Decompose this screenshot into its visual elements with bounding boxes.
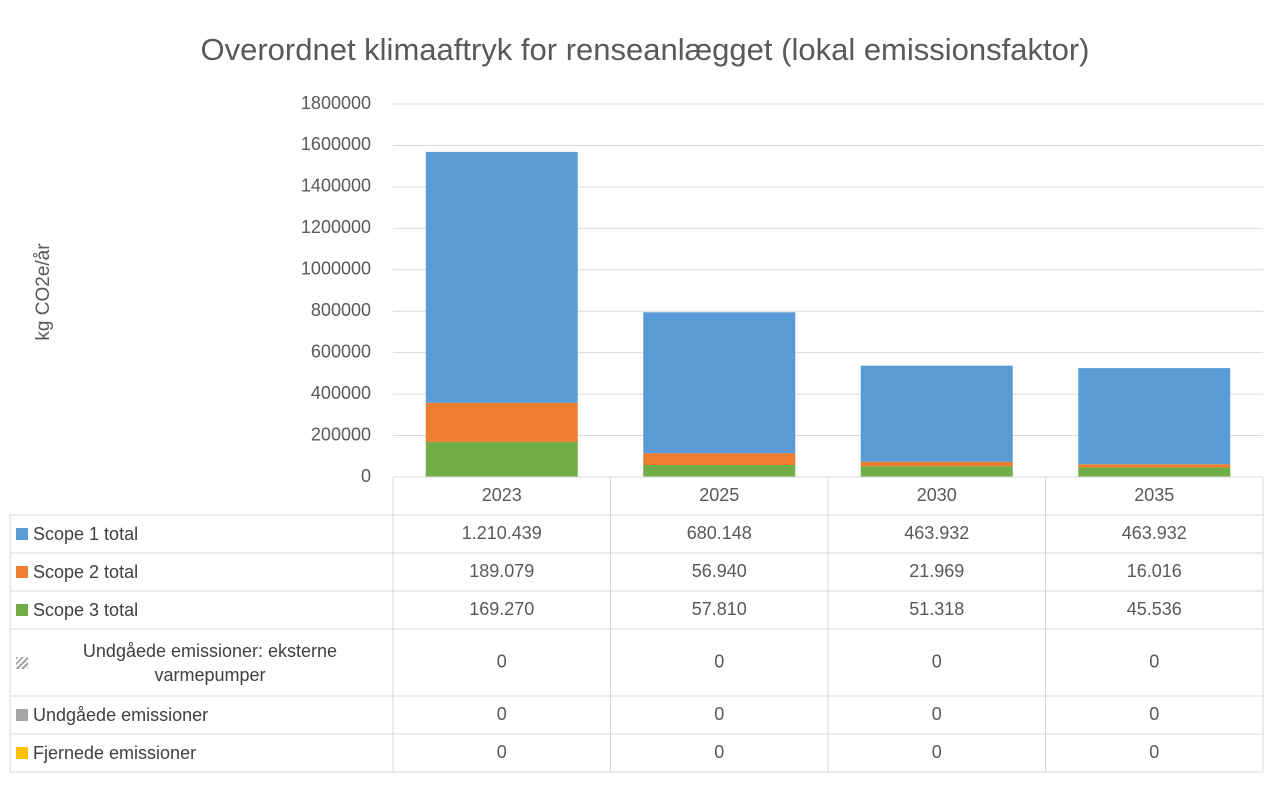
table-value: 463.932	[904, 523, 969, 543]
table-value: 0	[497, 742, 507, 762]
legend-swatch	[16, 528, 28, 540]
table-value: 57.810	[692, 599, 747, 619]
y-tick-label: 1400000	[301, 176, 371, 196]
bar-segment	[425, 151, 578, 403]
x-tick-label: 2025	[699, 485, 739, 505]
legend-cell: Undgåede emissioner: eksterne varmepumpe…	[16, 629, 387, 696]
legend-cell: Scope 1 total	[16, 515, 387, 553]
legend-swatch	[16, 566, 28, 578]
bar-segment	[425, 441, 578, 477]
table-value: 0	[714, 704, 724, 724]
table-value: 0	[497, 704, 507, 724]
y-tick-label: 1200000	[301, 217, 371, 237]
y-tick-label: 1800000	[301, 93, 371, 113]
legend-label: Fjernede emissioner	[33, 743, 197, 763]
bar-segment	[1078, 467, 1231, 477]
legend-cell: Undgåede emissioner	[16, 696, 387, 734]
legend-cell: Fjernede emissioner	[16, 734, 387, 772]
bar-segment	[1078, 368, 1231, 465]
table-value: 21.969	[909, 561, 964, 581]
bar-segment	[643, 453, 796, 466]
legend-entry: Scope 1 total	[16, 515, 387, 553]
bar-segment	[1078, 464, 1231, 468]
y-tick-label: 1600000	[301, 134, 371, 154]
legend-cell: Scope 2 total	[16, 553, 387, 591]
x-tick-label: 2035	[1134, 485, 1174, 505]
table-value: 0	[932, 651, 942, 671]
table-value: 56.940	[692, 561, 747, 581]
legend-label: Scope 2 total	[33, 562, 139, 582]
table-value: 0	[714, 651, 724, 671]
table-value: 16.016	[1127, 561, 1182, 581]
bar-segment	[425, 402, 578, 442]
legend-swatch	[16, 747, 28, 759]
table-value: 0	[1149, 651, 1159, 671]
table-value: 0	[932, 742, 942, 762]
table-value: 169.270	[469, 599, 534, 619]
table-value: 189.079	[469, 561, 534, 581]
legend-swatch	[16, 604, 28, 616]
y-tick-label: 600000	[311, 341, 371, 361]
legend-cell: Scope 3 total	[16, 591, 387, 629]
y-axis-label: kg CO2e/år	[33, 243, 54, 341]
x-tick-label: 2023	[482, 485, 522, 505]
table-value: 680.148	[687, 523, 752, 543]
bar-segment	[860, 466, 1013, 477]
x-tick-label: 2030	[917, 485, 957, 505]
bar-segment	[643, 312, 796, 454]
bar-segment	[860, 461, 1013, 467]
y-tick-label: 400000	[311, 383, 371, 403]
legend-label: Scope 3 total	[33, 600, 139, 620]
bar-segment	[643, 465, 796, 477]
legend-swatch	[16, 656, 28, 669]
legend-entry: Scope 3 total	[16, 591, 387, 629]
y-tick-label: 1000000	[301, 259, 371, 279]
legend-label: Scope 1 total	[33, 524, 139, 544]
table-value: 0	[497, 651, 507, 671]
table-value: 51.318	[909, 599, 964, 619]
table-value: 0	[714, 742, 724, 762]
bar-segment	[860, 365, 1013, 462]
table-value: 0	[1149, 704, 1159, 724]
legend-entry: Fjernede emissioner	[16, 734, 387, 772]
legend-entry: Undgåede emissioner: eksterne varmepumpe…	[16, 629, 387, 696]
chart-title: Overordnet klimaaftryk for renseanlægget…	[200, 32, 1089, 67]
legend-label: Undgåede emissioner: eksterne varmepumpe…	[82, 640, 338, 685]
table-value: 463.932	[1122, 523, 1187, 543]
y-tick-label: 200000	[311, 424, 371, 444]
y-tick-label: 800000	[311, 300, 371, 320]
legend-label: Undgåede emissioner	[33, 705, 209, 725]
table-value: 0	[1149, 742, 1159, 762]
table-value: 45.536	[1127, 599, 1182, 619]
y-tick-label: 0	[361, 466, 371, 486]
legend-entry: Undgåede emissioner	[16, 696, 387, 734]
legend-swatch	[16, 709, 28, 721]
table-value: 1.210.439	[462, 523, 542, 543]
legend-entry: Scope 2 total	[16, 553, 387, 591]
table-value: 0	[932, 704, 942, 724]
